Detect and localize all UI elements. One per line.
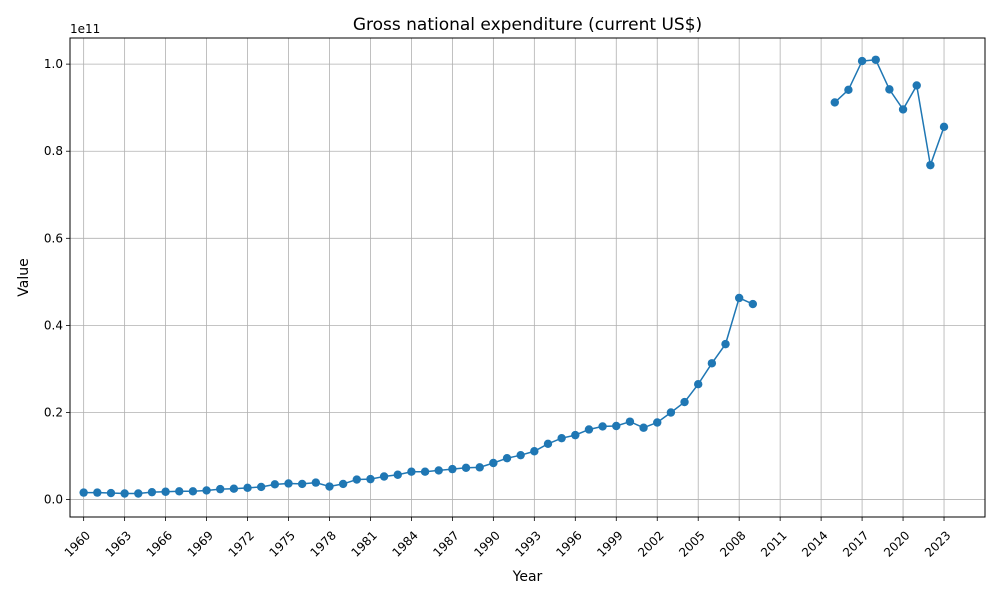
data-point [461,463,471,472]
data-point [256,482,266,492]
data-point [530,447,539,456]
data-point [748,299,758,309]
data-point [557,433,566,443]
data-point [338,479,348,489]
data-point [284,479,293,488]
data-point [844,85,853,95]
data-point [106,488,116,498]
data-point [707,359,717,368]
data-point [366,474,375,484]
data-point [721,339,730,349]
data-point [475,463,484,472]
data-point [134,489,143,498]
y-tick-label: 0.4 [44,318,63,332]
data-point [93,488,102,497]
data-point [926,160,935,170]
data-point [734,293,744,303]
data-point [680,397,689,407]
y-axis-label: Value [16,258,32,296]
data-point [653,418,662,427]
data-point [871,55,880,64]
y-axis: 0.0 0.2 0.4 0.6 0.8 1.0 [44,57,70,507]
y-tick-label: 0.8 [44,144,63,158]
x-axis-label: Year [512,569,543,585]
data-point [502,454,512,463]
y-tick-label: 0.6 [44,231,63,245]
data-point [448,464,457,474]
chart-title: Gross national expenditure (current US$) [353,15,702,35]
data-point [216,484,225,494]
data-point [584,425,594,434]
data-point [175,487,184,496]
y-tick-label: 0.2 [44,405,63,419]
data-point [147,487,157,497]
data-point [830,98,839,107]
y-tick-label: 0.0 [44,493,63,507]
data-point [939,122,949,132]
y-offset-label: 1e11 [70,22,100,36]
data-point [120,489,129,498]
data-point [898,105,908,114]
data-point [857,56,867,66]
data-point [379,472,389,481]
data-point [543,439,553,449]
data-point [598,422,607,431]
data-point [270,480,280,489]
data-point [407,467,416,476]
data-point [912,81,921,90]
data-point [516,450,525,460]
data-point [352,475,361,484]
plot-area [70,38,985,517]
data-point [666,408,676,417]
data-point [420,467,430,476]
data-point [229,484,239,493]
data-point [311,478,321,487]
data-point [325,482,334,491]
y-tick-label: 1.0 [44,57,63,71]
data-point [612,421,621,431]
data-point [571,430,580,440]
data-point [625,417,635,426]
data-point [161,487,170,496]
data-point [694,379,703,389]
series [79,55,949,498]
data-point [489,458,498,468]
data-point [639,423,648,432]
data-point [434,466,443,475]
data-point [188,487,198,496]
plot-frame [69,37,986,518]
data-point [297,479,307,489]
grid [70,38,985,517]
data-point [79,488,88,497]
data-point [885,85,894,94]
data-point [393,470,402,479]
data-point [202,486,211,495]
data-point [243,483,252,493]
